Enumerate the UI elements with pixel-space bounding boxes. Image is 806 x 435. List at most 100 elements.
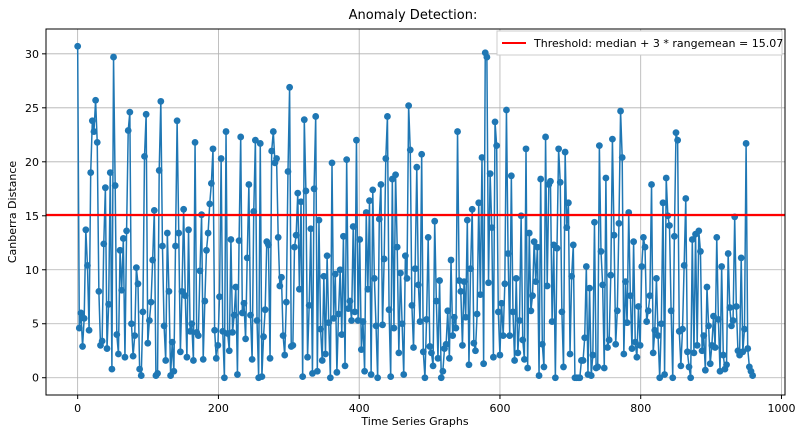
data-point — [106, 169, 114, 176]
data-point — [390, 324, 398, 332]
data-point — [150, 206, 158, 214]
data-point — [547, 177, 554, 185]
data-point — [284, 168, 292, 175]
data-point — [299, 373, 307, 381]
data-point — [400, 371, 408, 378]
data-point — [628, 345, 636, 352]
data-point — [82, 226, 90, 234]
data-point — [406, 146, 414, 154]
data-point — [418, 150, 426, 158]
data-point — [459, 341, 466, 349]
data-point — [212, 354, 220, 362]
data-point — [356, 236, 364, 243]
data-point — [522, 145, 530, 153]
data-point — [369, 186, 377, 194]
data-point — [154, 370, 161, 377]
data-point — [612, 340, 620, 348]
y-tick-label: 15 — [25, 210, 39, 223]
data-series — [74, 42, 757, 382]
data-point — [85, 326, 93, 334]
data-point — [703, 283, 711, 291]
data-point — [395, 349, 403, 357]
data-point — [291, 243, 298, 251]
axis-ticks: 0 200 400 600 800 1000 0 5 10 15 20 25 30 — [25, 48, 795, 415]
data-point — [139, 308, 147, 316]
data-point — [480, 360, 488, 368]
data-point — [511, 357, 518, 364]
data-point — [424, 233, 432, 241]
data-point — [623, 319, 631, 327]
data-point — [527, 307, 535, 315]
data-point — [626, 292, 634, 300]
data-point — [449, 332, 457, 340]
data-point — [247, 311, 254, 319]
data-point — [340, 232, 347, 240]
data-point — [423, 316, 430, 323]
data-point — [586, 284, 593, 292]
data-point — [131, 332, 139, 340]
data-point — [617, 107, 624, 115]
data-point — [685, 363, 693, 371]
data-point — [172, 242, 179, 250]
data-point — [719, 351, 727, 359]
data-point — [341, 362, 349, 370]
data-point — [361, 367, 369, 375]
data-point — [214, 341, 222, 349]
data-point — [129, 352, 137, 360]
data-point — [401, 252, 409, 260]
data-point — [384, 113, 391, 120]
data-point — [273, 155, 280, 162]
plot-frame — [45, 28, 786, 396]
data-point — [488, 224, 496, 232]
data-point — [313, 367, 321, 375]
data-point — [242, 335, 249, 343]
data-point — [240, 299, 248, 307]
data-point — [322, 350, 329, 358]
data-point — [607, 271, 615, 279]
data-point — [535, 372, 543, 379]
data-point — [110, 53, 117, 61]
data-point — [493, 142, 501, 150]
data-point — [136, 365, 144, 373]
data-point — [622, 278, 629, 286]
data-point — [173, 117, 181, 125]
data-point — [648, 181, 655, 188]
data-point — [530, 238, 538, 246]
data-point — [304, 353, 311, 361]
data-point — [504, 250, 512, 257]
data-point — [191, 138, 199, 146]
data-point — [698, 347, 706, 355]
data-point — [282, 298, 290, 306]
data-point — [556, 178, 564, 186]
data-point — [281, 351, 289, 359]
data-point — [163, 229, 171, 237]
data-point — [318, 357, 326, 364]
data-point — [134, 280, 142, 288]
data-point — [302, 187, 310, 195]
data-point — [168, 338, 176, 346]
data-point — [475, 199, 483, 207]
data-point — [194, 332, 202, 340]
data-point — [723, 361, 730, 369]
data-point — [473, 310, 481, 318]
data-point — [713, 233, 721, 241]
data-point — [669, 374, 677, 382]
data-point — [366, 197, 373, 205]
data-point — [149, 256, 157, 264]
data-point — [111, 182, 119, 189]
data-point — [266, 354, 274, 362]
data-point — [176, 348, 184, 356]
data-point — [701, 366, 709, 374]
data-point — [525, 229, 533, 237]
data-point — [519, 336, 527, 344]
data-point — [434, 354, 442, 362]
data-point — [315, 216, 323, 224]
data-point — [659, 199, 667, 207]
data-point — [95, 287, 103, 295]
data-point — [227, 236, 235, 243]
data-point — [180, 205, 188, 213]
data-point — [305, 301, 313, 309]
data-point — [87, 169, 95, 176]
data-point — [294, 189, 302, 197]
data-point — [217, 155, 225, 162]
